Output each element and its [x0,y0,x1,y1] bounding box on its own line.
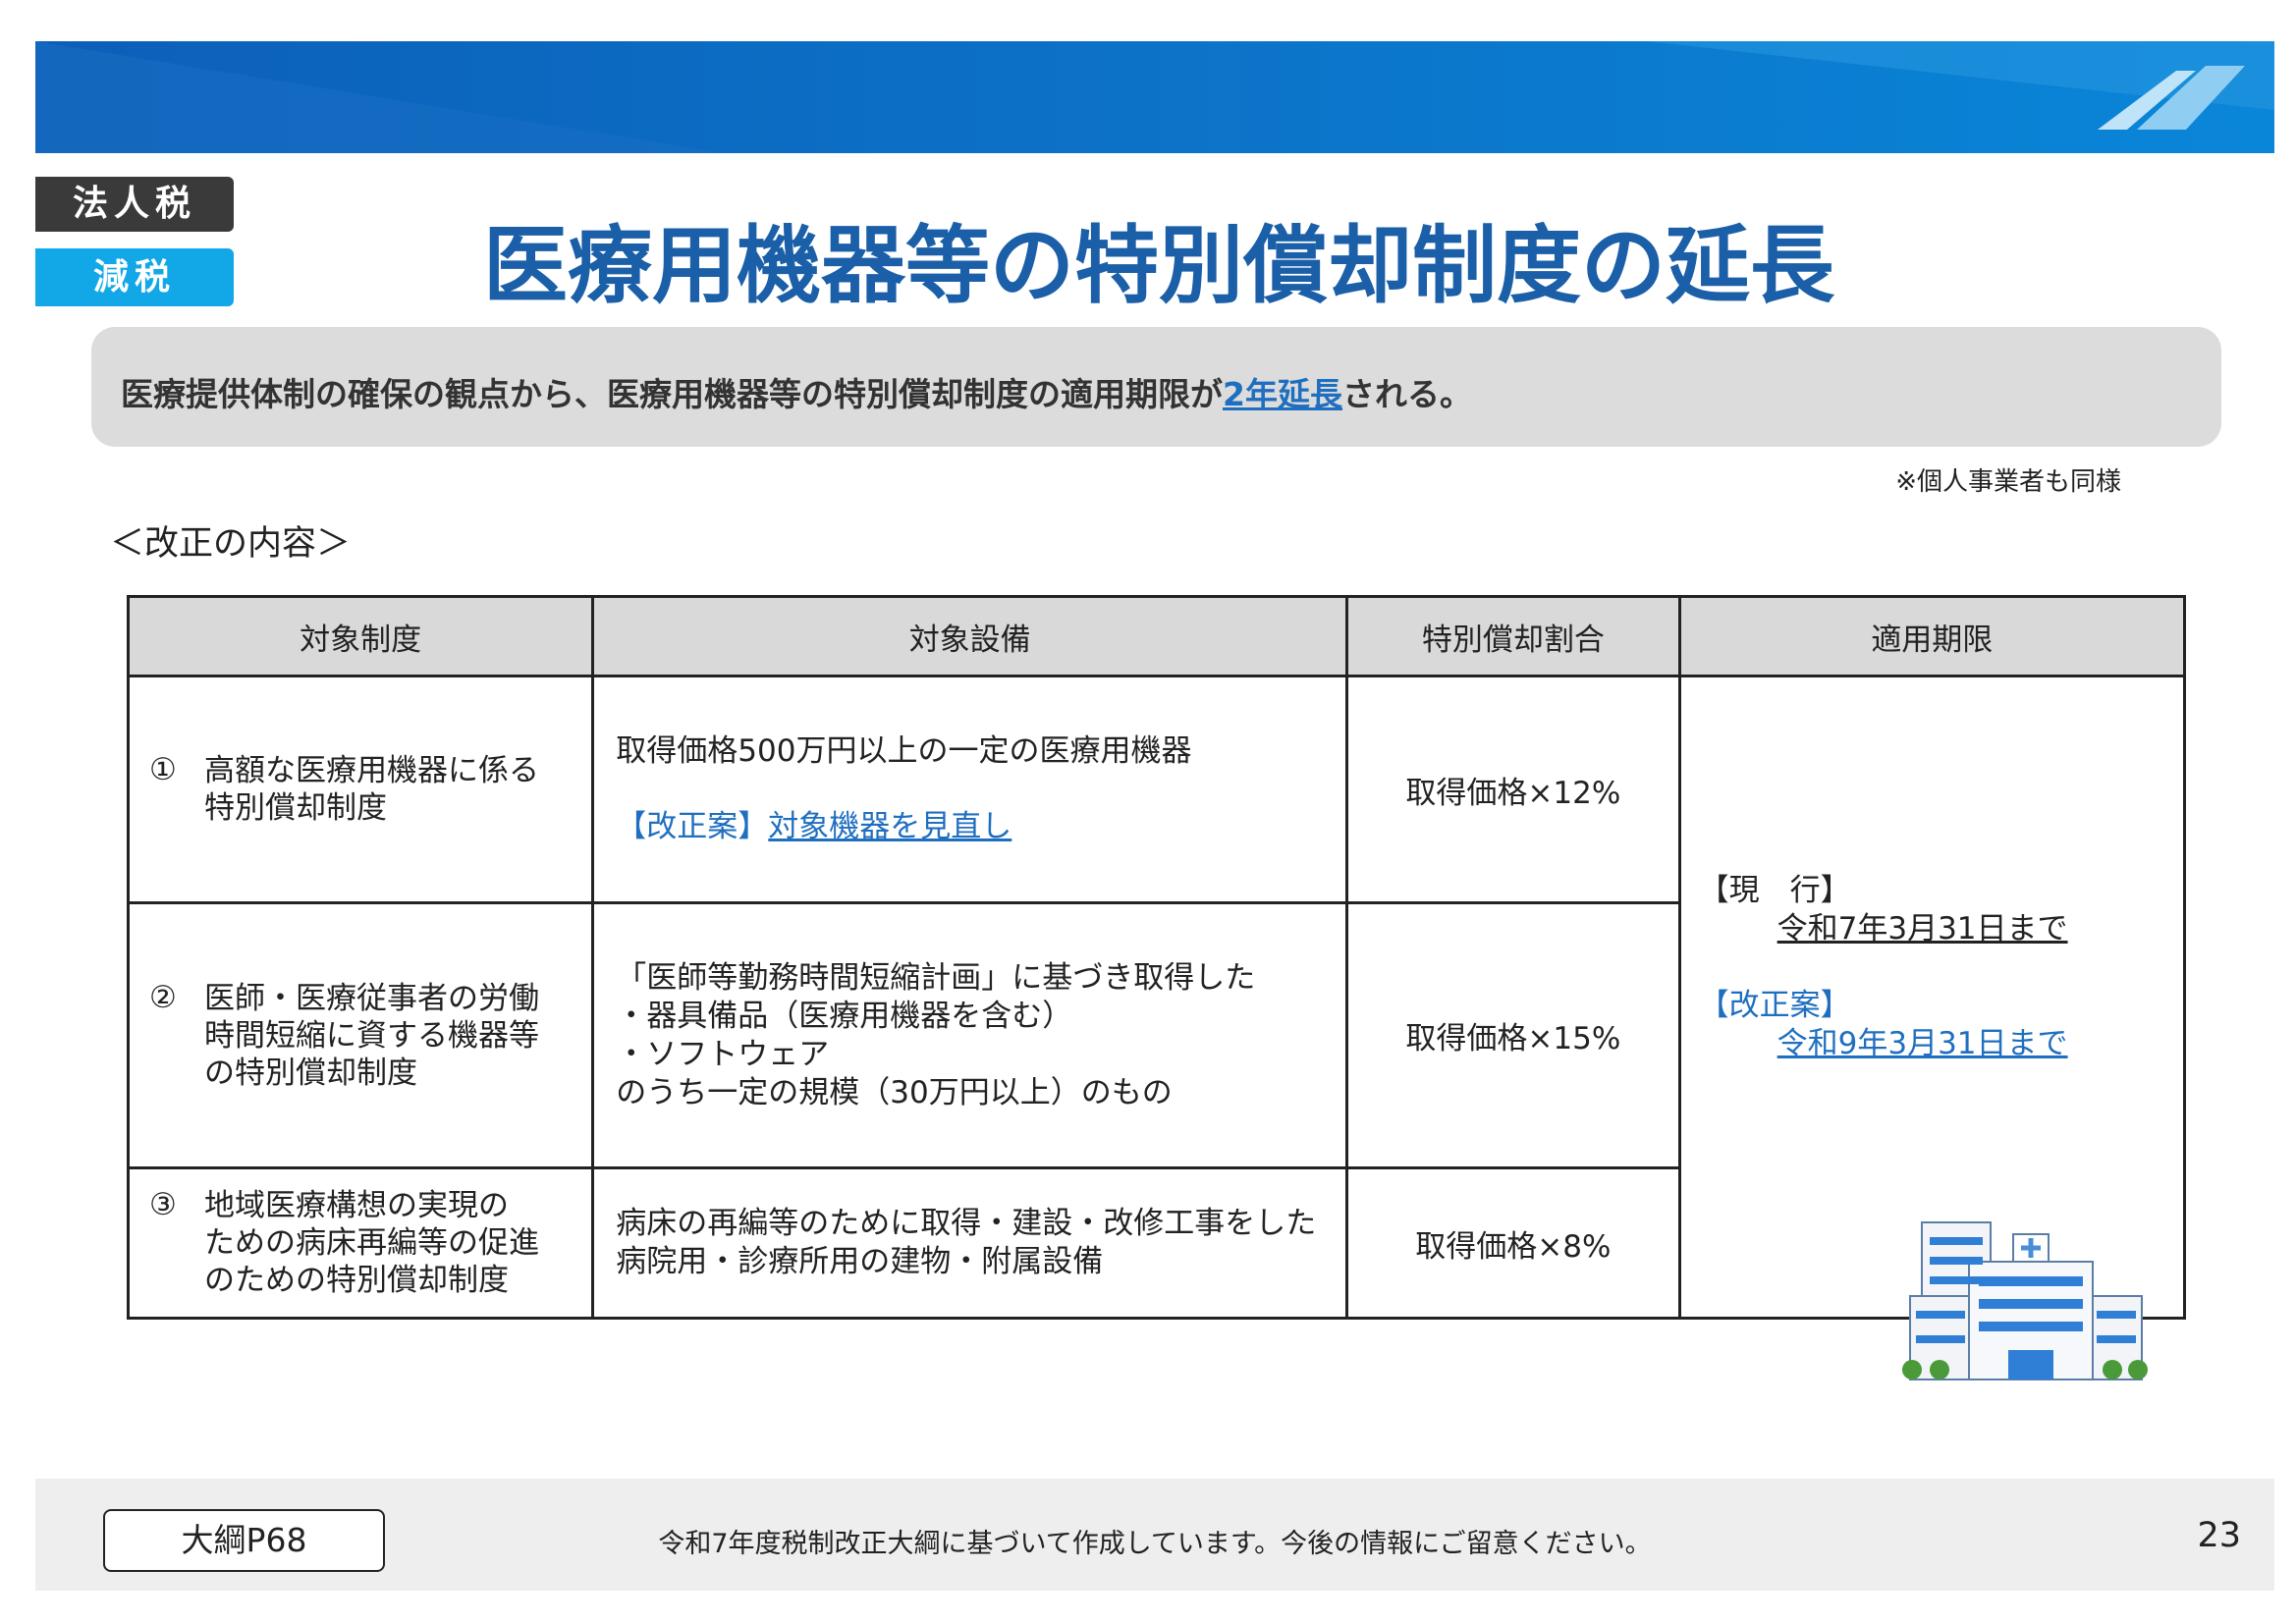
note: ※個人事業者も同様 [1895,467,2121,497]
summary-text: される。 [1341,375,1472,413]
cell: 取得価格×8% [1345,1166,1681,1320]
text-line: のうち一定の規模（30万円以上）のもの [616,1074,1173,1110]
text-line: の特別償却制度 [204,1055,417,1091]
text-line: 病院用・診療所用の建物・附属設備 [616,1244,1104,1279]
text-line: 特別償却制度 [204,790,387,826]
summary-text: 医療提供体制の確保の観点から、医療用機器等の特別償却制度の適用期限が [121,375,1223,413]
summary-highlight: 2年延長 [1223,375,1342,413]
text-line: 「医師等勤務時間短縮計画」に基づき取得した [616,959,1256,996]
cell: 病床の再編等のために取得・建設・改修工事をした 病院用・診療所用の建物・附属設備 [591,1166,1349,1320]
header-cell: 適用期限 [1677,595,2187,677]
text-line: ための病床再編等の促進 [204,1225,539,1261]
cell: 「医師等勤務時間短縮計画」に基づき取得した ・器具備品（医療用機器を含む） ・ソフト… [591,901,1349,1169]
text-line: 地域医療構想の実現の [204,1188,509,1223]
table: 対象制度 対象設備 特別償却割合 適用期限 ① 高額な医療用機器に係る 特別償却制度 取得… [126,595,2187,1320]
footer-note: 令和7年度税制改正大綱に基づいて作成しています。今後の情報にご留意ください。 [658,1529,1652,1559]
banner [35,41,2274,153]
footer: 大綱P68 令和7年度税制改正大綱に基づいて作成しています。今後の情報にご留意く… [35,1479,2274,1591]
section-label: ＜改正の内容＞ [110,524,352,564]
revision: 対象機器を見直し [768,809,1012,844]
text-line: ・ソフトウェア [616,1036,830,1072]
header-cell: 対象設備 [591,595,1349,677]
period-label: 【改正案】 [1698,988,1851,1023]
lines: 高額な医療用機器に係る 特別償却制度 [204,752,539,827]
summary-box: 医療提供体制の確保の観点から、医療用機器等の特別償却制度の適用期限が2年延長され… [91,327,2221,447]
summary: 医療提供体制の確保の観点から、医療用機器等の特別償却制度の適用期限が2年延長され… [121,368,1472,415]
tag: 減税 [35,248,234,306]
text-line: 取得価格500万円以上の一定の医療用機器 [616,733,1192,769]
cell: 取得価格×15% [1345,901,1681,1169]
text-line: のための特別償却制度 [204,1263,509,1298]
revision-tag: 【改正案】 [616,809,769,844]
reference: 大綱P68 [103,1509,385,1572]
hospital-illustration [1902,1221,2148,1380]
num: ① [149,752,177,787]
cell: ② 医師・医療従事者の労働 時間短縮に資する機器等 の特別償却制度 [126,901,595,1169]
title: 医療用機器等の特別償却制度の延長 [483,217,1834,315]
cell: 取得価格500万円以上の一定の医療用機器 【改正案】対象機器を見直し [591,675,1349,904]
text-line: 医師・医療従事者の労働 [204,980,539,1016]
tag: 法人税 [35,177,234,232]
header-cell: 特別償却割合 [1345,595,1681,677]
text-line: 時間短縮に資する機器等 [204,1017,539,1054]
lines: 病床の再編等のために取得・建設・改修工事をした 病院用・診療所用の建物・附属設備 [616,1205,1344,1281]
period: 令和7年3月31日まで [1777,911,2068,947]
period-label: 【現 行】 [1698,873,1851,908]
cell: 取得価格×12% [1345,675,1681,904]
lines: 「医師等勤務時間短縮計画」に基づき取得した ・器具備品（医療用機器を含む） ・ソフト… [616,959,1344,1112]
num: ② [149,979,177,1015]
text-line: 高額な医療用機器に係る [204,753,539,788]
lines: 取得価格500万円以上の一定の医療用機器 [616,732,1344,771]
text-line: ・器具備品（医療用機器を含む） [616,998,1073,1034]
header-cell: 対象制度 [126,595,595,677]
cell: 【現 行】 令和7年3月31日まで 【改正案】 令和9年3月31日まで [1677,675,2187,1320]
cell: ① 高額な医療用機器に係る 特別償却制度 [126,675,595,904]
lines: 地域医療構想の実現の ための病床再編等の促進 のための特別償却制度 [204,1187,539,1299]
period: 令和9年3月31日まで [1777,1026,2068,1061]
cell: ③ 地域医療構想の実現の ための病床再編等の促進 のための特別償却制度 [126,1166,595,1320]
num: ③ [149,1187,177,1222]
lines: 医師・医療従事者の労働 時間短縮に資する機器等 の特別償却制度 [204,980,539,1092]
page-number: 23 [2197,1516,2241,1555]
text-line: 病床の再編等のために取得・建設・改修工事をした [616,1206,1317,1241]
